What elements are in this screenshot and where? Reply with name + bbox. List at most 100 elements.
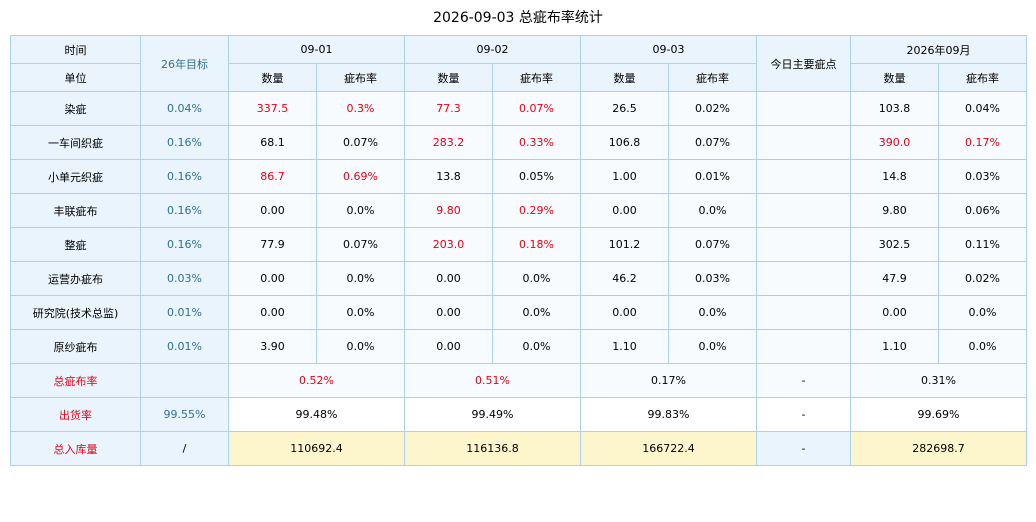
qty-cell: 1.10 — [580, 329, 669, 364]
rate-cell: 0.01% — [668, 159, 757, 194]
month-qty-cell: 14.8 — [850, 159, 939, 194]
total-defect-rate-value: 0.51% — [404, 363, 581, 398]
rate-cell: 0.0% — [668, 329, 757, 364]
main-defect-header: 今日主要疵点 — [756, 35, 851, 92]
table-row: 原纱疵布 0.01% 3.90 0.0% 0.00 0.0% 1.10 0.0% 1.10 0.0… — [10, 329, 1027, 364]
header-row-dates: 时间 26年目标 09-01 09-02 09-03 今日主要疵点 2026年0… — [10, 35, 1027, 92]
qty-cell: 1.00 — [580, 159, 669, 194]
row-target: 0.01% — [140, 329, 229, 364]
month-qty-cell: 47.9 — [850, 261, 939, 296]
rate-cell: 0.0% — [316, 295, 405, 330]
total-defect-rate-value: 0.17% — [580, 363, 757, 398]
table-row: 整疵 0.16% 77.9 0.07% 203.0 0.18% 101.2 0.07% 302.… — [10, 227, 1027, 262]
month-rate-cell: 0.0% — [938, 295, 1027, 330]
shipping-rate-value: 99.83% — [580, 397, 757, 432]
date-header-1: 09-01 — [228, 35, 405, 64]
rate-cell: 0.07% — [316, 227, 405, 262]
target-header: 26年目标 — [140, 35, 229, 92]
rate-cell: 0.0% — [316, 193, 405, 228]
page-title: 2026-09-03 总疵布率统计 — [433, 10, 603, 26]
row-target: 0.16% — [140, 193, 229, 228]
month-rate-cell: 0.04% — [938, 91, 1027, 126]
rate-cell: 0.18% — [492, 227, 581, 262]
rate-cell: 0.07% — [668, 125, 757, 160]
shipping-rate-value: 99.48% — [228, 397, 405, 432]
qty-header: 数量 — [228, 63, 317, 92]
shipping-rate-target: 99.55% — [140, 397, 229, 432]
total-defect-rate-main: - — [756, 363, 851, 398]
unit-header: 单位 — [10, 63, 141, 92]
total-stock-value: 110692.4 — [228, 431, 405, 466]
rate-cell: 0.69% — [316, 159, 405, 194]
month-rate-cell: 0.17% — [938, 125, 1027, 160]
table-row: 一车间织疵 0.16% 68.1 0.07% 283.2 0.33% 106.8 0.07% 3… — [10, 125, 1027, 160]
table-row: 丰联疵布 0.16% 0.00 0.0% 9.80 0.29% 0.00 0.0% 9.80 0.… — [10, 193, 1027, 228]
total-stock-target: / — [140, 431, 229, 466]
qty-cell: 0.00 — [404, 261, 493, 296]
rate-header: 疵布率 — [938, 63, 1027, 92]
shipping-rate-main: - — [756, 397, 851, 432]
rate-cell: 0.0% — [316, 261, 405, 296]
month-qty-cell: 302.5 — [850, 227, 939, 262]
qty-cell: 0.00 — [228, 295, 317, 330]
rate-cell: 0.02% — [668, 91, 757, 126]
defect-rate-table: 时间 26年目标 09-01 09-02 09-03 今日主要疵点 2026年0… — [10, 35, 1027, 466]
row-label: 研究院(技术总监) — [10, 295, 141, 330]
main-defect-cell — [756, 261, 851, 296]
rate-cell: 0.29% — [492, 193, 581, 228]
month-rate-cell: 0.03% — [938, 159, 1027, 194]
qty-header: 数量 — [580, 63, 669, 92]
total-stock-label: 总入库量 — [10, 431, 141, 466]
total-stock-main: - — [756, 431, 851, 466]
rate-header: 疵布率 — [316, 63, 405, 92]
main-defect-cell — [756, 159, 851, 194]
row-target: 0.03% — [140, 261, 229, 296]
qty-cell: 68.1 — [228, 125, 317, 160]
table-row: 研究院(技术总监) 0.01% 0.00 0.0% 0.00 0.0% 0.00 0.0% 0.… — [10, 295, 1027, 330]
qty-cell: 9.80 — [404, 193, 493, 228]
row-label: 小单元织疵 — [10, 159, 141, 194]
row-target: 0.16% — [140, 125, 229, 160]
rate-cell: 0.05% — [492, 159, 581, 194]
qty-cell: 77.3 — [404, 91, 493, 126]
table-row: 染疵 0.04% 337.5 0.3% 77.3 0.07% 26.5 0.02% 103.8 0… — [10, 91, 1027, 126]
qty-header: 数量 — [404, 63, 493, 92]
shipping-rate-row: 出货率 99.55% 99.48% 99.49% 99.83% -99.69% — [10, 397, 1027, 432]
month-qty-cell: 1.10 — [850, 329, 939, 364]
total-defect-rate-value: 0.52% — [228, 363, 405, 398]
qty-cell: 0.00 — [580, 193, 669, 228]
month-rate-cell: 0.11% — [938, 227, 1027, 262]
main-defect-cell — [756, 227, 851, 262]
rate-cell: 0.03% — [668, 261, 757, 296]
qty-cell: 46.2 — [580, 261, 669, 296]
date-header-3: 09-03 — [580, 35, 757, 64]
row-label: 运营办疵布 — [10, 261, 141, 296]
total-stock-value: 116136.8 — [404, 431, 581, 466]
rate-header: 疵布率 — [668, 63, 757, 92]
rate-cell: 0.07% — [316, 125, 405, 160]
qty-cell: 86.7 — [228, 159, 317, 194]
qty-cell: 77.9 — [228, 227, 317, 262]
rate-cell: 0.3% — [316, 91, 405, 126]
shipping-rate-value: 99.49% — [404, 397, 581, 432]
rate-cell: 0.0% — [492, 295, 581, 330]
qty-cell: 0.00 — [404, 295, 493, 330]
qty-cell: 13.8 — [404, 159, 493, 194]
total-stock-month: 282698.7 — [850, 431, 1027, 466]
row-target: 0.16% — [140, 227, 229, 262]
qty-cell: 106.8 — [580, 125, 669, 160]
date-header-2: 09-02 — [404, 35, 581, 64]
main-defect-cell — [756, 329, 851, 364]
qty-cell: 0.00 — [404, 329, 493, 364]
row-label: 原纱疵布 — [10, 329, 141, 364]
qty-cell: 0.00 — [228, 261, 317, 296]
month-qty-cell: 103.8 — [850, 91, 939, 126]
main-defect-cell — [756, 295, 851, 330]
qty-cell: 101.2 — [580, 227, 669, 262]
row-label: 丰联疵布 — [10, 193, 141, 228]
month-rate-cell: 0.0% — [938, 329, 1027, 364]
month-qty-cell: 0.00 — [850, 295, 939, 330]
rate-cell: 0.0% — [668, 193, 757, 228]
month-rate-cell: 0.06% — [938, 193, 1027, 228]
shipping-rate-label: 出货率 — [10, 397, 141, 432]
